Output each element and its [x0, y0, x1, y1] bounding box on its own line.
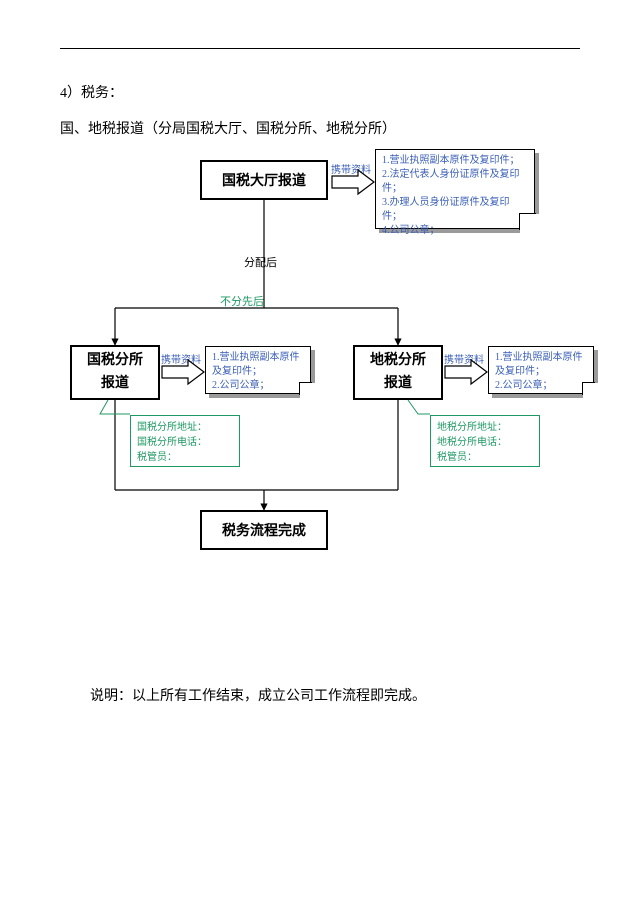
label-carry-local: 携带资料 [444, 351, 484, 366]
note-main-line2: 2.法定代表人身份证原件及复印 [382, 168, 528, 182]
page-title: 国、地税报道（分局国税大厅、国税分所、地税分所） [60, 118, 396, 138]
note-state-line1b: 及复印件； [212, 365, 304, 379]
note-local-line1: 1.营业执照副本原件 [495, 351, 587, 365]
note-main-line1: 1.营业执照副本原件及复印件； [382, 154, 528, 168]
note-state-line2: 2.公司公章； [212, 379, 304, 393]
node-state-branch-l2: 报道 [101, 373, 129, 395]
note-main: 1.营业执照副本原件及复印件； 2.法定代表人身份证原件及复印 件； 3.办理人… [375, 149, 535, 229]
node-local-branch-l1: 地税分所 [370, 350, 426, 372]
callout-state-line3: 税管员： [137, 450, 233, 465]
note-local-corner-mask [583, 383, 599, 399]
page: 4）税务： 国、地税报道（分局国税大厅、国税分所、地税分所） 国税大厅报道 1.… [0, 0, 640, 906]
node-main-hall: 国税大厅报道 [200, 160, 328, 200]
horizontal-rule [60, 48, 580, 49]
node-state-branch-l1: 国税分所 [87, 350, 143, 372]
note-local-line2: 2.公司公章； [495, 379, 587, 393]
node-main-hall-label: 国税大厅报道 [222, 170, 306, 190]
note-main-corner-mask [520, 214, 540, 234]
label-carry-state: 携带资料 [161, 351, 201, 366]
note-main-line3b: 件； [382, 210, 528, 224]
label-after-assign: 分配后 [244, 254, 277, 270]
node-complete-label: 税务流程完成 [222, 520, 306, 540]
node-complete: 税务流程完成 [200, 510, 328, 550]
callout-local-line3: 税管员： [437, 450, 533, 465]
node-state-branch: 国税分所 报道 [70, 345, 160, 400]
note-main-line4: 4.公司公章； [382, 224, 528, 238]
note-local-line1b: 及复印件； [495, 365, 587, 379]
note-state-line1: 1.营业执照副本原件 [212, 351, 304, 365]
note-state: 1.营业执照副本原件 及复印件； 2.公司公章； [205, 346, 311, 394]
callout-local-line1: 地税分所地址： [437, 420, 533, 435]
callout-state-line1: 国税分所地址： [137, 420, 233, 435]
callout-local: 地税分所地址： 地税分所电话： 税管员： [430, 415, 540, 467]
note-main-line3: 3.办理人员身份证原件及复印 [382, 196, 528, 210]
notes-text: 说明：以上所有工作结束，成立公司工作流程即完成。 [90, 685, 426, 705]
callout-state: 国税分所地址： 国税分所电话： 税管员： [130, 415, 240, 467]
callout-state-line2: 国税分所电话： [137, 435, 233, 450]
note-local: 1.营业执照副本原件 及复印件； 2.公司公章； [488, 346, 594, 394]
callout-local-line2: 地税分所电话： [437, 435, 533, 450]
node-local-branch-l2: 报道 [384, 373, 412, 395]
label-no-order: 不分先后 [220, 293, 264, 309]
node-local-branch: 地税分所 报道 [353, 345, 443, 400]
note-state-corner-mask [300, 383, 316, 399]
note-main-line2b: 件； [382, 182, 528, 196]
label-carry-main: 携带资料 [331, 161, 371, 176]
section-number: 4）税务： [60, 82, 123, 102]
